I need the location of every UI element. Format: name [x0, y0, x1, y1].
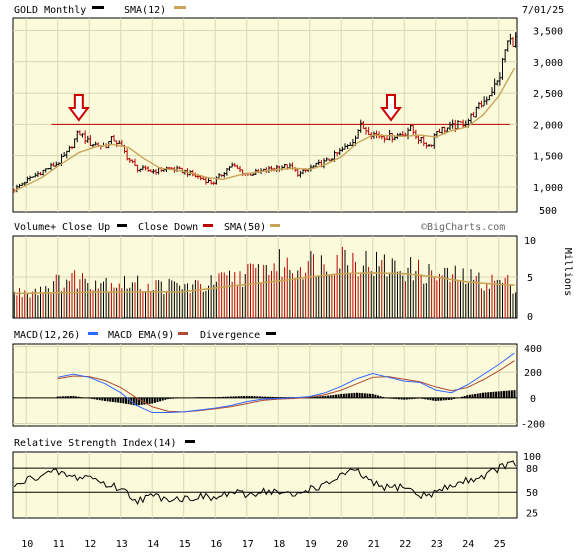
x-tick-label: 17	[242, 539, 254, 550]
chart-marks: 10 11 12 13 14 15 16 17 18 19 20 21 22 23 24 255001,000…	[12, 27, 563, 550]
macd-ema-line	[57, 360, 515, 413]
macd-panel-title: MACD(12,26)	[14, 330, 80, 341]
rsi-tick-label: 100	[523, 452, 541, 463]
divergence-swatch	[266, 332, 276, 335]
volume-sma50-line	[13, 272, 515, 295]
close-up-swatch	[117, 224, 127, 227]
x-tick-label: 24	[462, 539, 474, 550]
macd-ema-label: MACD EMA(9)	[108, 330, 174, 341]
x-tick-label: 20	[336, 539, 348, 550]
price-tick-label: 1,500	[533, 152, 563, 163]
volume-panel-title: Volume+	[14, 222, 56, 233]
panel-frames	[12, 17, 518, 519]
volume-tick-label: 0	[527, 312, 533, 323]
macd-tick-label: 400	[524, 344, 542, 355]
x-tick-label: 23	[431, 539, 443, 550]
rsi-panel-title: Relative Strength Index(14)	[14, 438, 177, 449]
macd-tick-label: 0	[530, 394, 536, 405]
price-tick-label: 1,000	[533, 183, 563, 194]
x-tick-label: 16	[210, 539, 222, 550]
close-down-label: Close Down	[138, 222, 198, 233]
sma-legend-swatch	[174, 6, 186, 9]
sma50-label: SMA(50)	[224, 222, 266, 233]
macd-tick-label: 200	[524, 368, 542, 379]
volume-tick-label: 5	[527, 273, 533, 284]
price-tick-label: 500	[539, 206, 557, 217]
price-tick-label: 3,000	[533, 58, 563, 69]
x-tick-label: 13	[116, 539, 128, 550]
macd-swatch	[88, 332, 98, 335]
rsi-tick-label: 80	[526, 464, 538, 475]
x-tick-label: 10	[21, 539, 33, 550]
x-tick-label: 12	[84, 539, 96, 550]
x-tick-label: 14	[147, 539, 159, 550]
price-legend-swatch	[92, 6, 104, 9]
sma50-swatch	[270, 224, 280, 227]
volume-unit-label: Millions	[562, 248, 573, 296]
rsi-tick-label: 25	[526, 508, 538, 519]
macd-ema-swatch	[178, 332, 188, 335]
divergence-label: Divergence	[200, 330, 260, 341]
volume-tick-label: 10	[524, 236, 536, 247]
close-up-label: Close Up	[62, 222, 110, 233]
close-down-swatch	[203, 224, 213, 227]
down-arrow-marker	[380, 94, 402, 122]
price-tick-label: 3,500	[533, 27, 563, 38]
x-tick-label: 11	[53, 539, 65, 550]
x-tick-label: 22	[399, 539, 411, 550]
rsi-panel-frame	[12, 451, 518, 519]
macd-line	[57, 352, 515, 414]
chart-date: 7/01/25	[522, 5, 564, 16]
rsi-swatch	[185, 440, 195, 443]
x-tick-label: 15	[179, 539, 191, 550]
sma12-line	[13, 67, 516, 192]
price-panel-frame	[12, 17, 518, 213]
x-tick-label: 25	[494, 539, 506, 550]
down-arrow-marker	[67, 94, 90, 122]
x-tick-label: 19	[305, 539, 317, 550]
price-panel-title: GOLD Monthly	[14, 5, 86, 16]
rsi-tick-label: 50	[526, 488, 538, 499]
x-tick-label: 18	[273, 539, 285, 550]
price-tick-label: 2,000	[533, 120, 563, 131]
macd-tick-label: -200	[521, 419, 545, 430]
watermark: ©BigCharts.com	[421, 222, 505, 233]
rsi-line	[13, 460, 517, 506]
macd-panel-frame	[12, 343, 518, 427]
x-tick-label: 21	[368, 539, 380, 550]
sma-legend-label: SMA(12)	[124, 5, 166, 16]
price-tick-label: 2,500	[533, 89, 563, 100]
